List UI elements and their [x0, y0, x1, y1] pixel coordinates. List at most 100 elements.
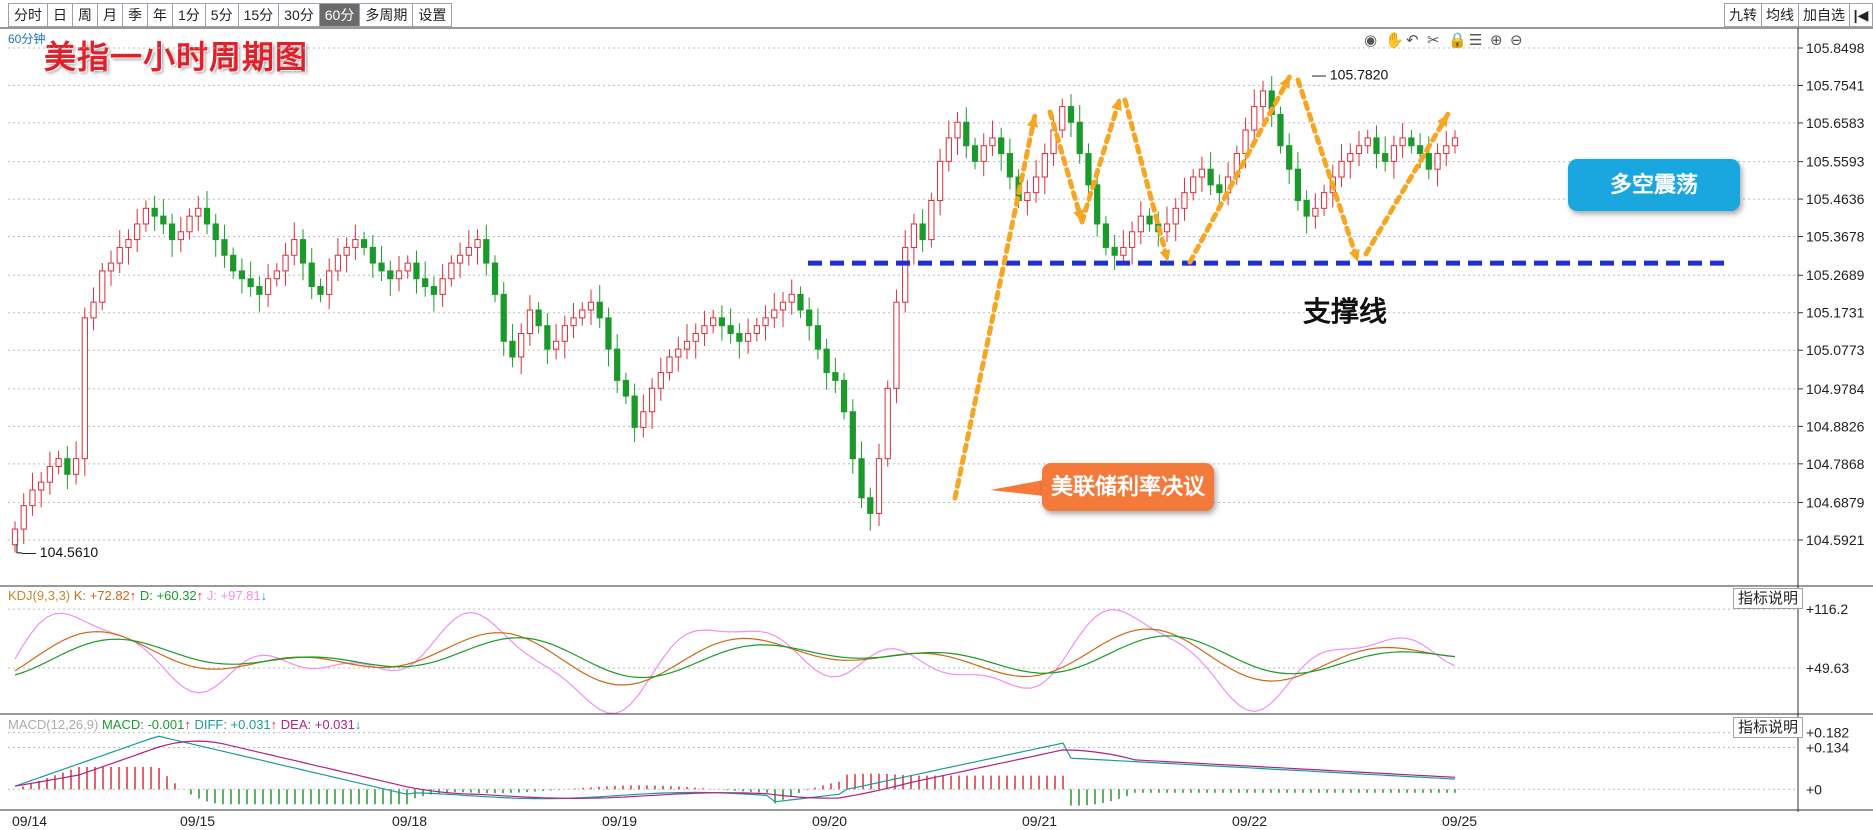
candle-body [317, 286, 324, 295]
x-tick-label: 09/14 [12, 813, 47, 829]
candle-body [936, 160, 944, 201]
candle-body [806, 309, 813, 327]
candle-body [64, 458, 71, 475]
zoom-in-icon[interactable]: ⊕ [1490, 32, 1503, 49]
add-watchlist-button[interactable]: 加自选 [1798, 3, 1849, 27]
eye-icon[interactable]: ◉ [1364, 32, 1378, 49]
candle-body [587, 301, 595, 311]
candle-body [1163, 223, 1171, 233]
y-tick-label: 105.0773 [1806, 342, 1865, 358]
candle-body [544, 325, 551, 350]
x-tick-label: 09/15 [180, 813, 215, 829]
period-button-1[interactable]: 日 [47, 3, 72, 27]
candle-body [1312, 207, 1319, 217]
candle-body [273, 270, 280, 280]
period-button-3[interactable]: 月 [97, 3, 122, 27]
candle-body [20, 505, 27, 530]
y-tick-label: 105.8498 [1806, 40, 1865, 56]
period-button-5[interactable]: 年 [147, 3, 172, 27]
undo-icon[interactable]: ↶ [1406, 32, 1419, 49]
lock-icon[interactable]: 🔒 [1448, 32, 1467, 49]
period-button-2[interactable]: 周 [72, 3, 97, 27]
period-button-4[interactable]: 季 [122, 3, 147, 27]
candle-body [90, 301, 97, 319]
candle-body [797, 293, 804, 311]
candle-body [1076, 121, 1083, 155]
period-button-10[interactable]: 60分 [318, 3, 360, 27]
trend-arrow [1295, 77, 1361, 265]
candle-body [1390, 145, 1398, 162]
candle-body [579, 309, 586, 319]
jiuzhuan-button[interactable]: 九转 [1724, 3, 1761, 27]
macd-help-button[interactable]: 指标说明 [1732, 717, 1803, 738]
candle-body [1355, 145, 1363, 155]
hand-icon[interactable]: ✋ [1385, 32, 1404, 49]
candle-body [422, 278, 429, 288]
candle-body [701, 325, 708, 334]
candle-body [710, 317, 717, 327]
y-tick-label: 105.3678 [1806, 229, 1865, 245]
candle-body [1294, 168, 1302, 201]
candle-body [605, 317, 612, 350]
candle-body [29, 489, 36, 507]
trend-arrow [952, 112, 1038, 501]
macd-tick-label: +0 [1806, 781, 1822, 797]
macd-tick-label: +0.134 [1806, 740, 1849, 756]
candle-body [1120, 246, 1127, 256]
y-tick-label: 105.2689 [1806, 267, 1865, 283]
candle-body [1198, 168, 1206, 178]
candle-body [692, 332, 699, 342]
y-tick-label: 104.9784 [1806, 381, 1865, 397]
candle-body [491, 262, 499, 295]
zoom-out-icon[interactable]: ⊖ [1510, 32, 1523, 49]
candle-body [55, 458, 62, 467]
period-button-9[interactable]: 30分 [278, 3, 319, 27]
candle-body [910, 223, 918, 248]
arrow-head [1027, 115, 1039, 128]
fed-decision-callout: 美联储利率决议 [1042, 463, 1214, 511]
candle-body [727, 325, 734, 334]
kdj-d-value: D: +60.32 [139, 588, 197, 603]
collapse-icon[interactable]: |◀ [1849, 3, 1873, 27]
candle-body [762, 317, 769, 327]
macd-legend: MACD(12,26,9) MACD: -0.001↑ DIFF: +0.031… [8, 717, 362, 732]
kdj-series [14, 609, 1456, 715]
fed-callout-text: 美联储利率决议 [1050, 474, 1205, 499]
scissors-icon[interactable]: ✂ [1427, 32, 1440, 49]
candle-body [1286, 145, 1293, 170]
kdj-tick-label: +49.63 [1806, 660, 1849, 676]
page-title: 美指一小时周期图 [44, 39, 309, 75]
candle-body [177, 231, 184, 241]
candle-body [980, 145, 987, 162]
candle-body [186, 215, 193, 233]
y-tick-label: 105.4636 [1806, 191, 1865, 207]
candle-body [343, 246, 350, 256]
settings-icon[interactable]: ☰ [1469, 32, 1483, 49]
range-callout-text: 多空震荡 [1609, 172, 1698, 197]
period-button-8[interactable]: 15分 [237, 3, 279, 27]
macd-value: MACD: -0.001 [101, 717, 185, 732]
candle-body [116, 246, 123, 264]
candle-body [360, 239, 368, 248]
candle-body [1190, 176, 1197, 194]
kdj-help-button[interactable]: 指标说明 [1732, 588, 1803, 609]
candle-body [963, 121, 970, 147]
high-price-label: — 105.7820 [1312, 67, 1388, 83]
candle-body [72, 458, 80, 475]
candle-body [736, 332, 743, 342]
candle-body [832, 372, 839, 381]
period-button-12[interactable]: 设置 [412, 3, 453, 27]
period-button-7[interactable]: 5分 [204, 3, 238, 27]
moving-average-button[interactable]: 均线 [1761, 3, 1798, 27]
candle-body [849, 411, 856, 460]
period-button-0[interactable]: 分时 [8, 3, 47, 27]
period-button-6[interactable]: 1分 [172, 3, 205, 27]
period-button-11[interactable]: 多周期 [359, 3, 413, 27]
candle-body [771, 309, 778, 319]
candle-body [753, 325, 760, 334]
candle-body [334, 254, 342, 272]
y-tick-label: 105.6583 [1806, 115, 1865, 131]
candle-body [282, 254, 289, 272]
y-tick-label: 104.8826 [1806, 418, 1865, 434]
